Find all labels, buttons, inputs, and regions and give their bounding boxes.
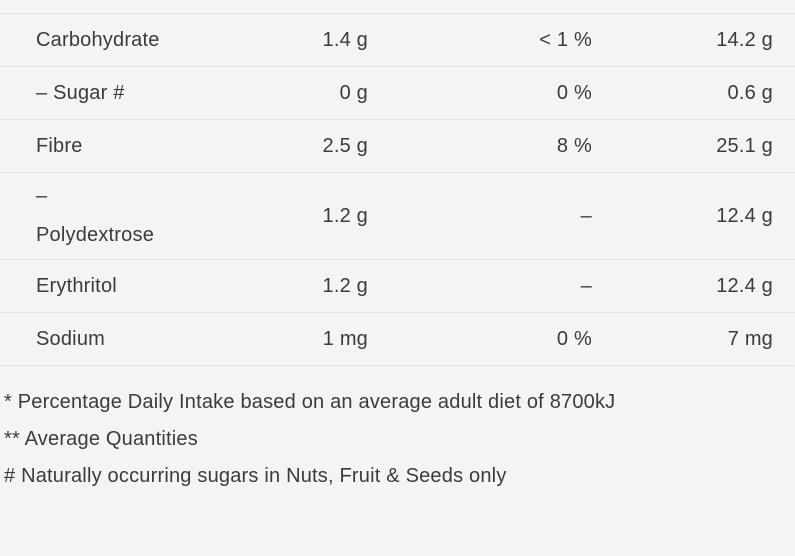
per-100g-value: 12.4 g xyxy=(716,274,773,297)
daily-intake-value: 0 % xyxy=(556,81,592,104)
table-row-polydextrose: – Polydextrose 1.2 g – 12.4 g xyxy=(0,173,795,260)
per-100g-value: 12.4 g xyxy=(716,204,773,227)
table-row-carbohydrate: Carbohydrate 1.4 g < 1 % 14.2 g xyxy=(0,14,795,67)
daily-intake-value: < 1 % xyxy=(539,28,592,51)
nutrient-name: Carbohydrate xyxy=(36,28,160,51)
nutrient-name-line1: – xyxy=(36,185,48,207)
per-serve-value: 1 mg xyxy=(322,327,368,350)
daily-intake-value: 0 % xyxy=(556,327,592,350)
nutrition-panel: Carbohydrate 1.4 g < 1 % 14.2 g – Sugar … xyxy=(0,13,795,495)
nutrient-name: Erythritol xyxy=(36,274,117,297)
table-row-fibre: Fibre 2.5 g 8 % 25.1 g xyxy=(0,120,795,173)
nutrition-table: Carbohydrate 1.4 g < 1 % 14.2 g – Sugar … xyxy=(0,13,795,366)
nutrient-name: Fibre xyxy=(36,134,83,157)
daily-intake-value: – xyxy=(580,204,592,227)
per-serve-value: 0 g xyxy=(339,81,368,104)
table-row-sodium: Sodium 1 mg 0 % 7 mg xyxy=(0,313,795,366)
daily-intake-value: – xyxy=(580,274,592,297)
per-100g-value: 25.1 g xyxy=(716,134,773,157)
per-100g-value: 0.6 g xyxy=(727,81,773,104)
nutrient-name: – Sugar # xyxy=(36,81,125,104)
table-row-sugar: – Sugar # 0 g 0 % 0.6 g xyxy=(0,67,795,120)
per-serve-value: 2.5 g xyxy=(322,134,368,157)
nutrient-name: Sodium xyxy=(36,327,106,350)
footnote-natural-sugars: # Naturally occurring sugars in Nuts, Fr… xyxy=(4,465,507,487)
per-100g-value: 7 mg xyxy=(727,327,773,350)
table-row-erythritol: Erythritol 1.2 g – 12.4 g xyxy=(0,260,795,313)
footnote-daily-intake: * Percentage Daily Intake based on an av… xyxy=(4,391,616,413)
per-serve-value: 1.2 g xyxy=(322,204,368,227)
nutrient-name-line2: Polydextrose xyxy=(36,224,155,246)
daily-intake-value: 8 % xyxy=(556,134,592,157)
per-100g-value: 14.2 g xyxy=(716,28,773,51)
footnote-average-quantities: ** Average Quantities xyxy=(4,428,198,450)
footnotes: * Percentage Daily Intake based on an av… xyxy=(0,384,795,495)
nutrient-name: – Polydextrose xyxy=(36,185,206,247)
per-serve-value: 1.4 g xyxy=(322,28,368,51)
per-serve-value: 1.2 g xyxy=(322,274,368,297)
